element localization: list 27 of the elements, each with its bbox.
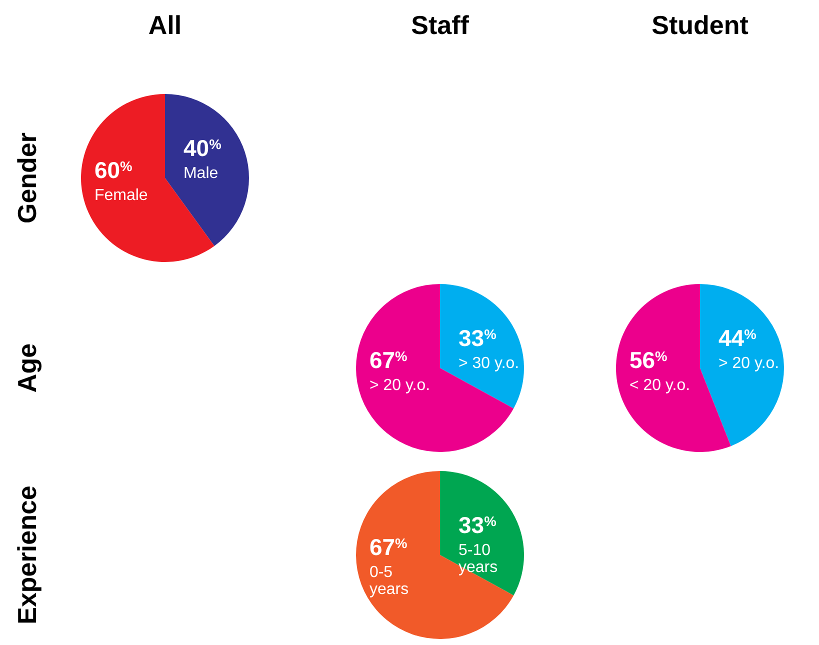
pie-slice [440, 284, 524, 408]
text: Age [12, 343, 42, 393]
data-label: 33$^{%}$ [458, 512, 496, 538]
slice-label: > 20 y.o. [718, 355, 780, 372]
slice-label: Male [183, 165, 218, 182]
slice-label: 0-5 years [369, 564, 409, 598]
text: Gender [12, 132, 42, 224]
pie-slice [356, 471, 514, 639]
slice-label: 5-10 years [458, 542, 498, 576]
slice-label: < 20 y.o. [629, 377, 690, 394]
pie-slice [165, 94, 249, 246]
text: Experience [12, 486, 42, 624]
data-label: 33$^{%}$ [458, 325, 496, 352]
data-label: 67$^{%}$ [369, 347, 408, 373]
pie-slice [440, 471, 524, 596]
slice-label: > 20 y.o. [369, 377, 430, 394]
slice-label: > 30 y.o. [458, 355, 520, 372]
data-label: 40$^{%}$ [183, 135, 222, 162]
chart-title: All [148, 10, 182, 40]
chart-title: Staff [411, 10, 470, 40]
slice-label: Female [94, 187, 148, 204]
data-label: 44$^{%}$ [718, 325, 756, 352]
data-label: 60$^{%}$ [94, 157, 132, 183]
pie-slice [700, 284, 784, 446]
data-label: 67$^{%}$ [369, 534, 408, 560]
data-label: 56$^{%}$ [629, 347, 668, 373]
chart-title: Student [652, 10, 749, 40]
